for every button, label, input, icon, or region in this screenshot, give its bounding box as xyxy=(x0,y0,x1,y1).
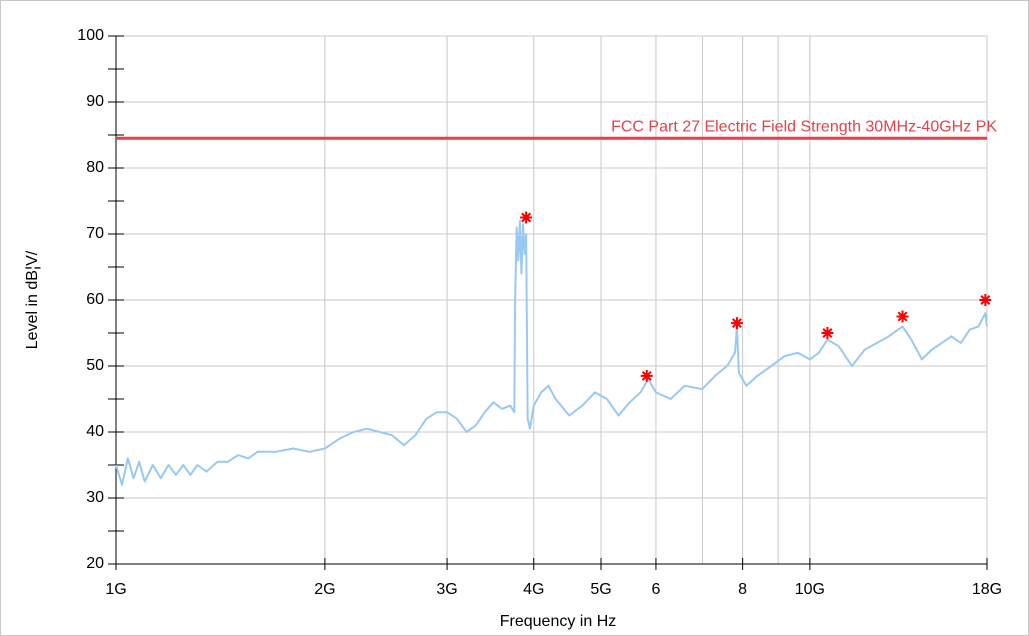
x-tick-label: 18G xyxy=(972,581,1002,598)
y-tick-label: 80 xyxy=(86,159,104,176)
x-tick-label: 2G xyxy=(314,581,335,598)
y-tick-label: 100 xyxy=(77,27,104,44)
limit-label: FCC Part 27 Electric Field Strength 30MH… xyxy=(611,119,997,136)
x-tick-label: 6 xyxy=(651,581,660,598)
x-tick-label: 3G xyxy=(436,581,457,598)
peak-marker xyxy=(730,317,743,330)
peak-marker xyxy=(979,294,992,306)
trace xyxy=(115,219,988,486)
y-tick-label: 60 xyxy=(86,291,104,308)
x-tick-label: 5G xyxy=(590,581,611,598)
peak-marker xyxy=(896,310,909,323)
y-axis-title: Level in dB¦V/ xyxy=(24,250,41,349)
peak-marker xyxy=(821,327,834,339)
x-tick-label: 1G xyxy=(105,581,126,598)
y-tick-label: 50 xyxy=(86,357,104,374)
y-tick-label: 40 xyxy=(86,423,104,440)
y-tick-label: 90 xyxy=(86,93,104,110)
x-axis-title: Frequency in Hz xyxy=(500,613,617,630)
peak-marker xyxy=(640,369,653,382)
x-tick-label: 4G xyxy=(523,581,544,598)
peak-marker xyxy=(520,211,533,224)
y-tick-label: 20 xyxy=(86,555,104,572)
x-tick-label: 10G xyxy=(795,581,825,598)
y-tick-label: 70 xyxy=(86,225,104,242)
y-tick-label: 30 xyxy=(86,489,104,506)
x-tick-label: 8 xyxy=(738,581,747,598)
